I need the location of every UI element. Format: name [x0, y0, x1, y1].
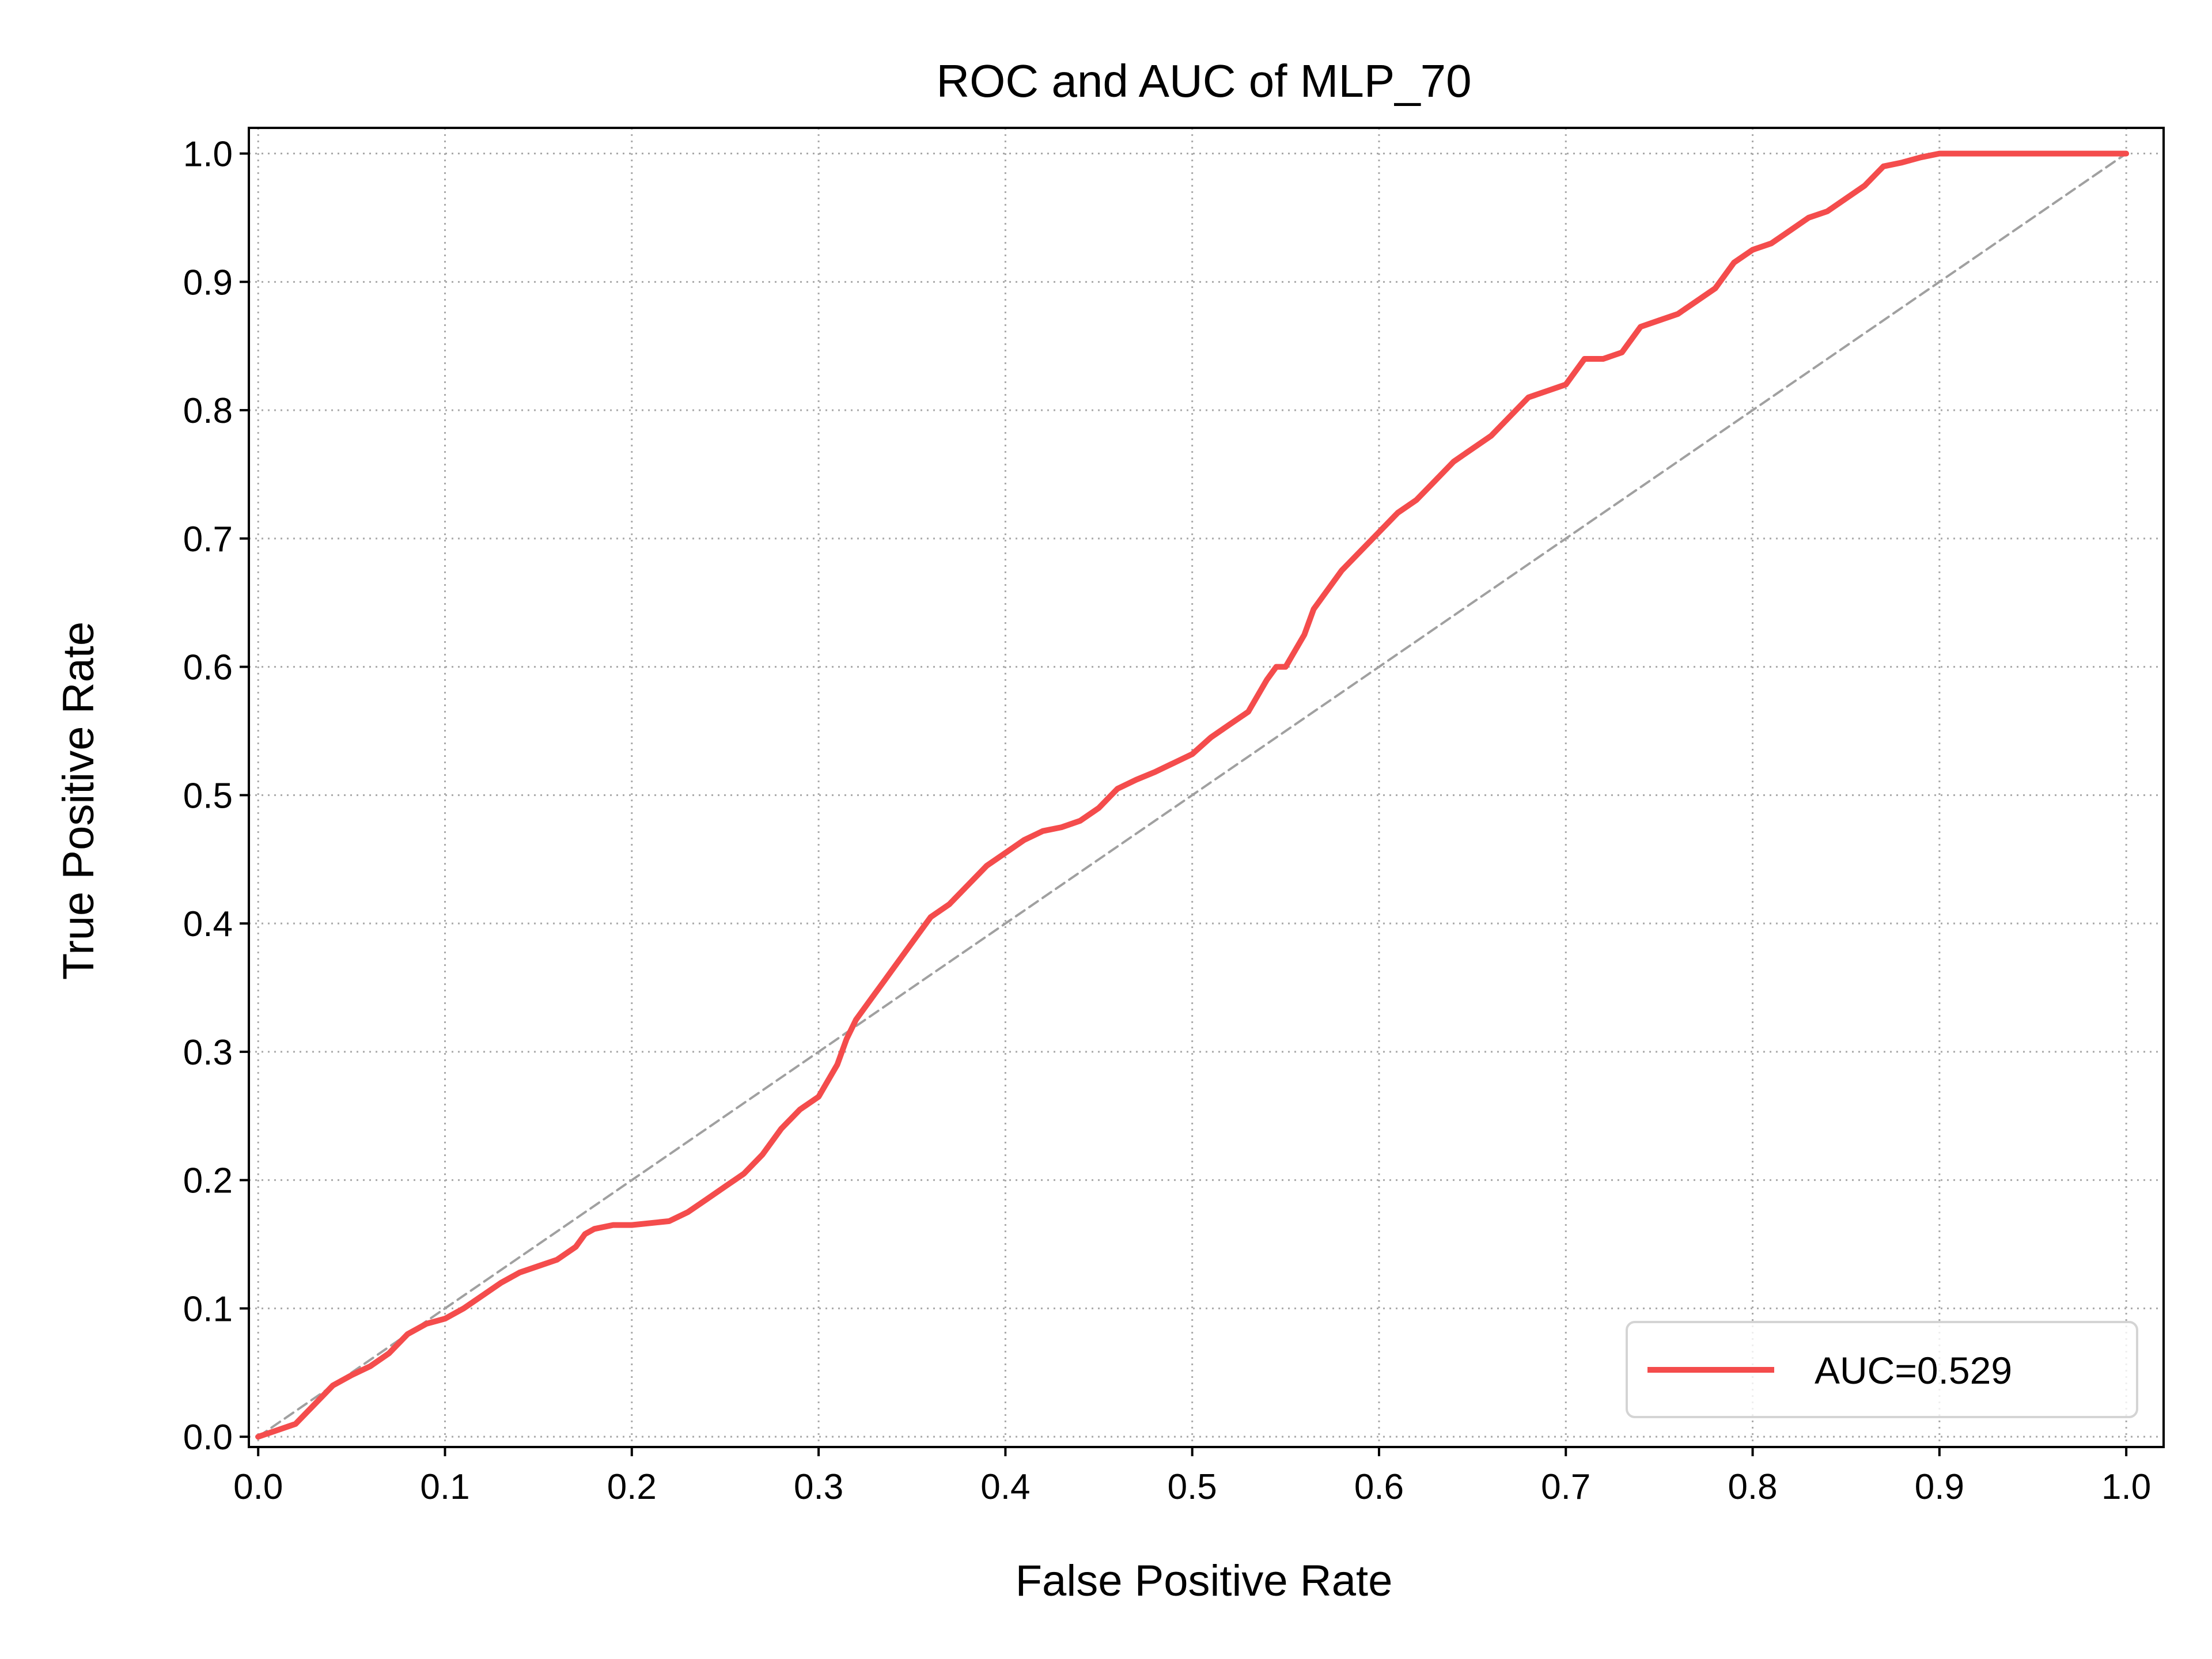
axis-ticks: 0.0 0.1 0.2 0.3 0.4 0.5 0.6 0.7 0.8 0.9 1.0 0.0 0.1 0…: [183, 135, 2151, 1507]
x-tick-label: 0.6: [1354, 1467, 1404, 1507]
x-tick-label: 0.0: [233, 1467, 283, 1507]
series-layer: [255, 150, 2130, 1440]
y-tick-label: 0.3: [183, 1033, 233, 1073]
roc-curve-line: [255, 150, 2130, 1440]
x-tick-label: 0.7: [1541, 1467, 1590, 1507]
y-tick-label: 0.4: [183, 904, 233, 944]
y-tick-label: 0.1: [183, 1289, 233, 1329]
x-tick-label: 0.8: [1728, 1467, 1777, 1507]
legend-label: AUC=0.529: [1815, 1349, 2012, 1392]
y-tick-label: 0.6: [183, 648, 233, 688]
y-tick-label: 0.8: [183, 391, 233, 431]
x-tick-label: 1.0: [2101, 1467, 2151, 1507]
chance-diagonal-line: [257, 152, 2128, 1438]
y-tick-label: 0.0: [183, 1418, 233, 1457]
x-tick-label: 0.2: [607, 1467, 657, 1507]
x-axis-title: False Positive Rate: [1016, 1556, 1393, 1605]
y-tick-label: 0.9: [183, 263, 233, 302]
legend: AUC=0.529: [1626, 1321, 2138, 1418]
y-tick-label: 0.7: [183, 520, 233, 559]
y-tick-label: 0.2: [183, 1161, 233, 1201]
grid-lines: [249, 128, 2164, 1447]
x-tick-label: 0.5: [1168, 1467, 1217, 1507]
plot-frame: [248, 127, 2165, 1448]
y-axis-title: True Positive Rate: [54, 622, 103, 980]
x-tick-label: 0.3: [794, 1467, 843, 1507]
x-tick-label: 0.9: [1915, 1467, 1964, 1507]
chart-title: ROC and AUC of MLP_70: [936, 55, 1471, 107]
x-tick-label: 0.4: [980, 1467, 1030, 1507]
y-tick-label: 1.0: [183, 135, 233, 175]
x-tick-label: 0.1: [420, 1467, 469, 1507]
legend-box: [1626, 1321, 2138, 1418]
y-tick-label: 0.5: [183, 776, 233, 816]
